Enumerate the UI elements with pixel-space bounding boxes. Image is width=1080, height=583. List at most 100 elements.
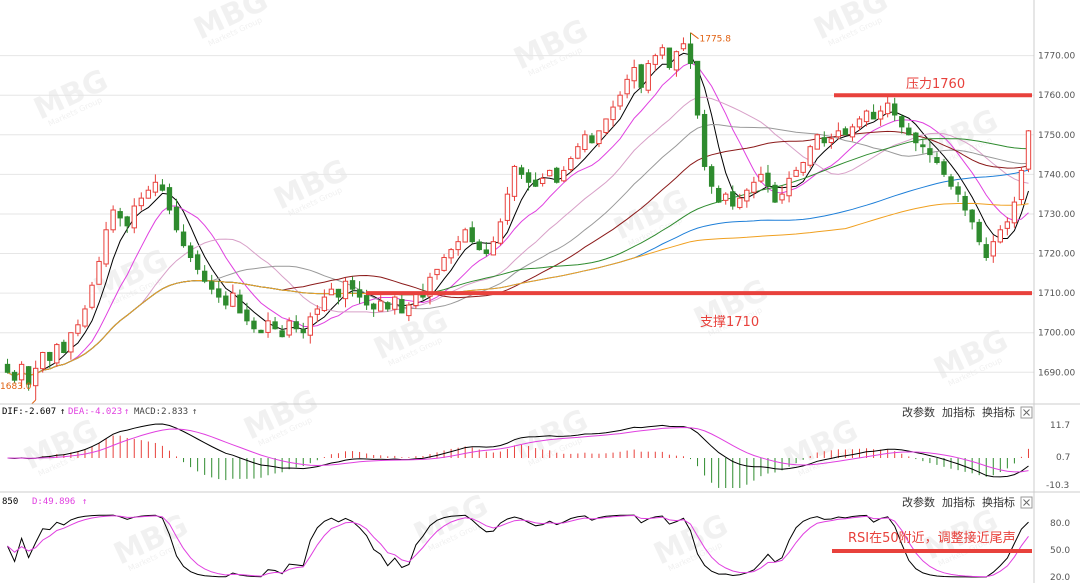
candle-body	[800, 162, 806, 173]
candle-body	[603, 118, 609, 134]
candle-body	[363, 295, 370, 306]
candle-body	[378, 300, 384, 312]
candle-body	[265, 320, 271, 333]
candle-body	[434, 268, 440, 276]
candle-body	[370, 303, 377, 310]
candle-body	[335, 288, 342, 298]
candle-body	[680, 43, 687, 50]
candle-body	[877, 110, 884, 120]
macd-tick-mid: 0.7	[1056, 453, 1070, 463]
close-icon-cross	[1023, 499, 1030, 506]
candle-body	[180, 231, 187, 247]
candle-body	[941, 161, 947, 175]
dea-arrow-icon: ↑	[124, 407, 129, 417]
candle-body	[314, 308, 321, 315]
candle-body	[518, 167, 525, 175]
candle-body	[201, 270, 208, 282]
candle-body	[708, 166, 715, 187]
support-label: 支撑1710	[700, 315, 759, 330]
candle-body	[497, 221, 504, 244]
macd-tick-bottom: -10.3	[1046, 481, 1069, 491]
candle-body	[849, 126, 856, 138]
low-marker-label: 1683.0	[0, 382, 32, 392]
candle-body	[356, 289, 363, 298]
candle-body	[209, 281, 215, 290]
candle-body	[962, 195, 968, 211]
candle-body	[216, 288, 222, 298]
candle-body	[694, 60, 701, 116]
macd-label: MACD:2.833	[134, 407, 188, 417]
switch-indicator-button[interactable]: 换指标	[982, 405, 1015, 419]
candle-body	[652, 55, 658, 65]
candle-body	[483, 249, 489, 255]
dif-label: DIF:-2.607	[2, 407, 56, 417]
candle-body	[89, 284, 95, 308]
candle-body	[687, 43, 694, 65]
price-tick-label: 1730.00	[1038, 210, 1075, 220]
candle-body	[251, 320, 257, 330]
main-gridlines	[0, 55, 1034, 373]
macd-chart	[7, 423, 1029, 488]
candle-body	[701, 113, 708, 167]
moving-average-line	[7, 62, 1029, 377]
candle-body	[1025, 130, 1032, 170]
candle-body	[899, 116, 905, 128]
close-macd-button[interactable]	[1020, 406, 1033, 419]
candle-body	[744, 189, 750, 202]
candle-body	[786, 177, 792, 197]
rsi-tick-mid: 50.0	[1050, 546, 1070, 556]
candle-body	[145, 189, 152, 199]
close-rsi-button[interactable]	[1020, 496, 1033, 509]
candle-body	[279, 330, 285, 338]
dea-label: DEA:-4.023	[68, 407, 122, 417]
add-indicator-button[interactable]: 加指标	[942, 495, 975, 509]
candle-body	[173, 206, 180, 231]
candle-body	[152, 181, 159, 193]
candle-body	[892, 103, 898, 116]
candle-body	[392, 296, 398, 310]
rsi-tick-bottom: 20.0	[1050, 573, 1070, 583]
oscillator-fast-line	[7, 514, 1029, 578]
candlesticks	[4, 32, 1032, 400]
candle-body	[4, 363, 11, 373]
candle-body	[321, 296, 328, 312]
candle-body	[772, 184, 778, 203]
add-indicator-button[interactable]: 加指标	[942, 405, 975, 419]
candle-body	[638, 64, 644, 88]
candle-body	[821, 137, 827, 144]
rsi-arrow-icon: ↑	[82, 497, 87, 507]
candle-body	[490, 241, 497, 256]
candle-body	[582, 134, 588, 150]
candle-body	[814, 134, 820, 150]
edit-params-button[interactable]: 改参数	[902, 495, 935, 509]
candle-body	[166, 187, 173, 211]
candle-body	[842, 128, 849, 136]
candle-body	[1004, 221, 1011, 229]
candle-body	[730, 191, 736, 207]
close-icon-cross	[1023, 409, 1030, 416]
candle-body	[293, 321, 299, 330]
candle-body	[33, 367, 39, 387]
candle-body	[244, 309, 250, 322]
edit-params-button[interactable]: 改参数	[902, 405, 935, 419]
candle-body	[589, 135, 595, 144]
candle-body	[47, 351, 53, 361]
candle-body	[913, 132, 919, 144]
candle-body	[349, 280, 356, 290]
rsi-note: RSI在50附近，调整接近尾声	[848, 530, 1016, 546]
candle-body	[596, 130, 602, 145]
oscillator-slow-line	[7, 514, 1029, 578]
candle-body	[300, 329, 306, 334]
candle-body	[286, 320, 292, 336]
candle-body	[399, 299, 405, 314]
candle-body	[504, 193, 511, 221]
candle-body	[617, 94, 623, 107]
switch-indicator-button[interactable]: 换指标	[982, 495, 1015, 509]
candle-body	[511, 165, 518, 197]
candle-body	[427, 276, 433, 297]
candle-body	[272, 321, 278, 330]
candle-body	[469, 227, 475, 243]
candle-body	[25, 366, 32, 385]
candle-body	[561, 169, 567, 182]
candle-body	[328, 288, 335, 296]
